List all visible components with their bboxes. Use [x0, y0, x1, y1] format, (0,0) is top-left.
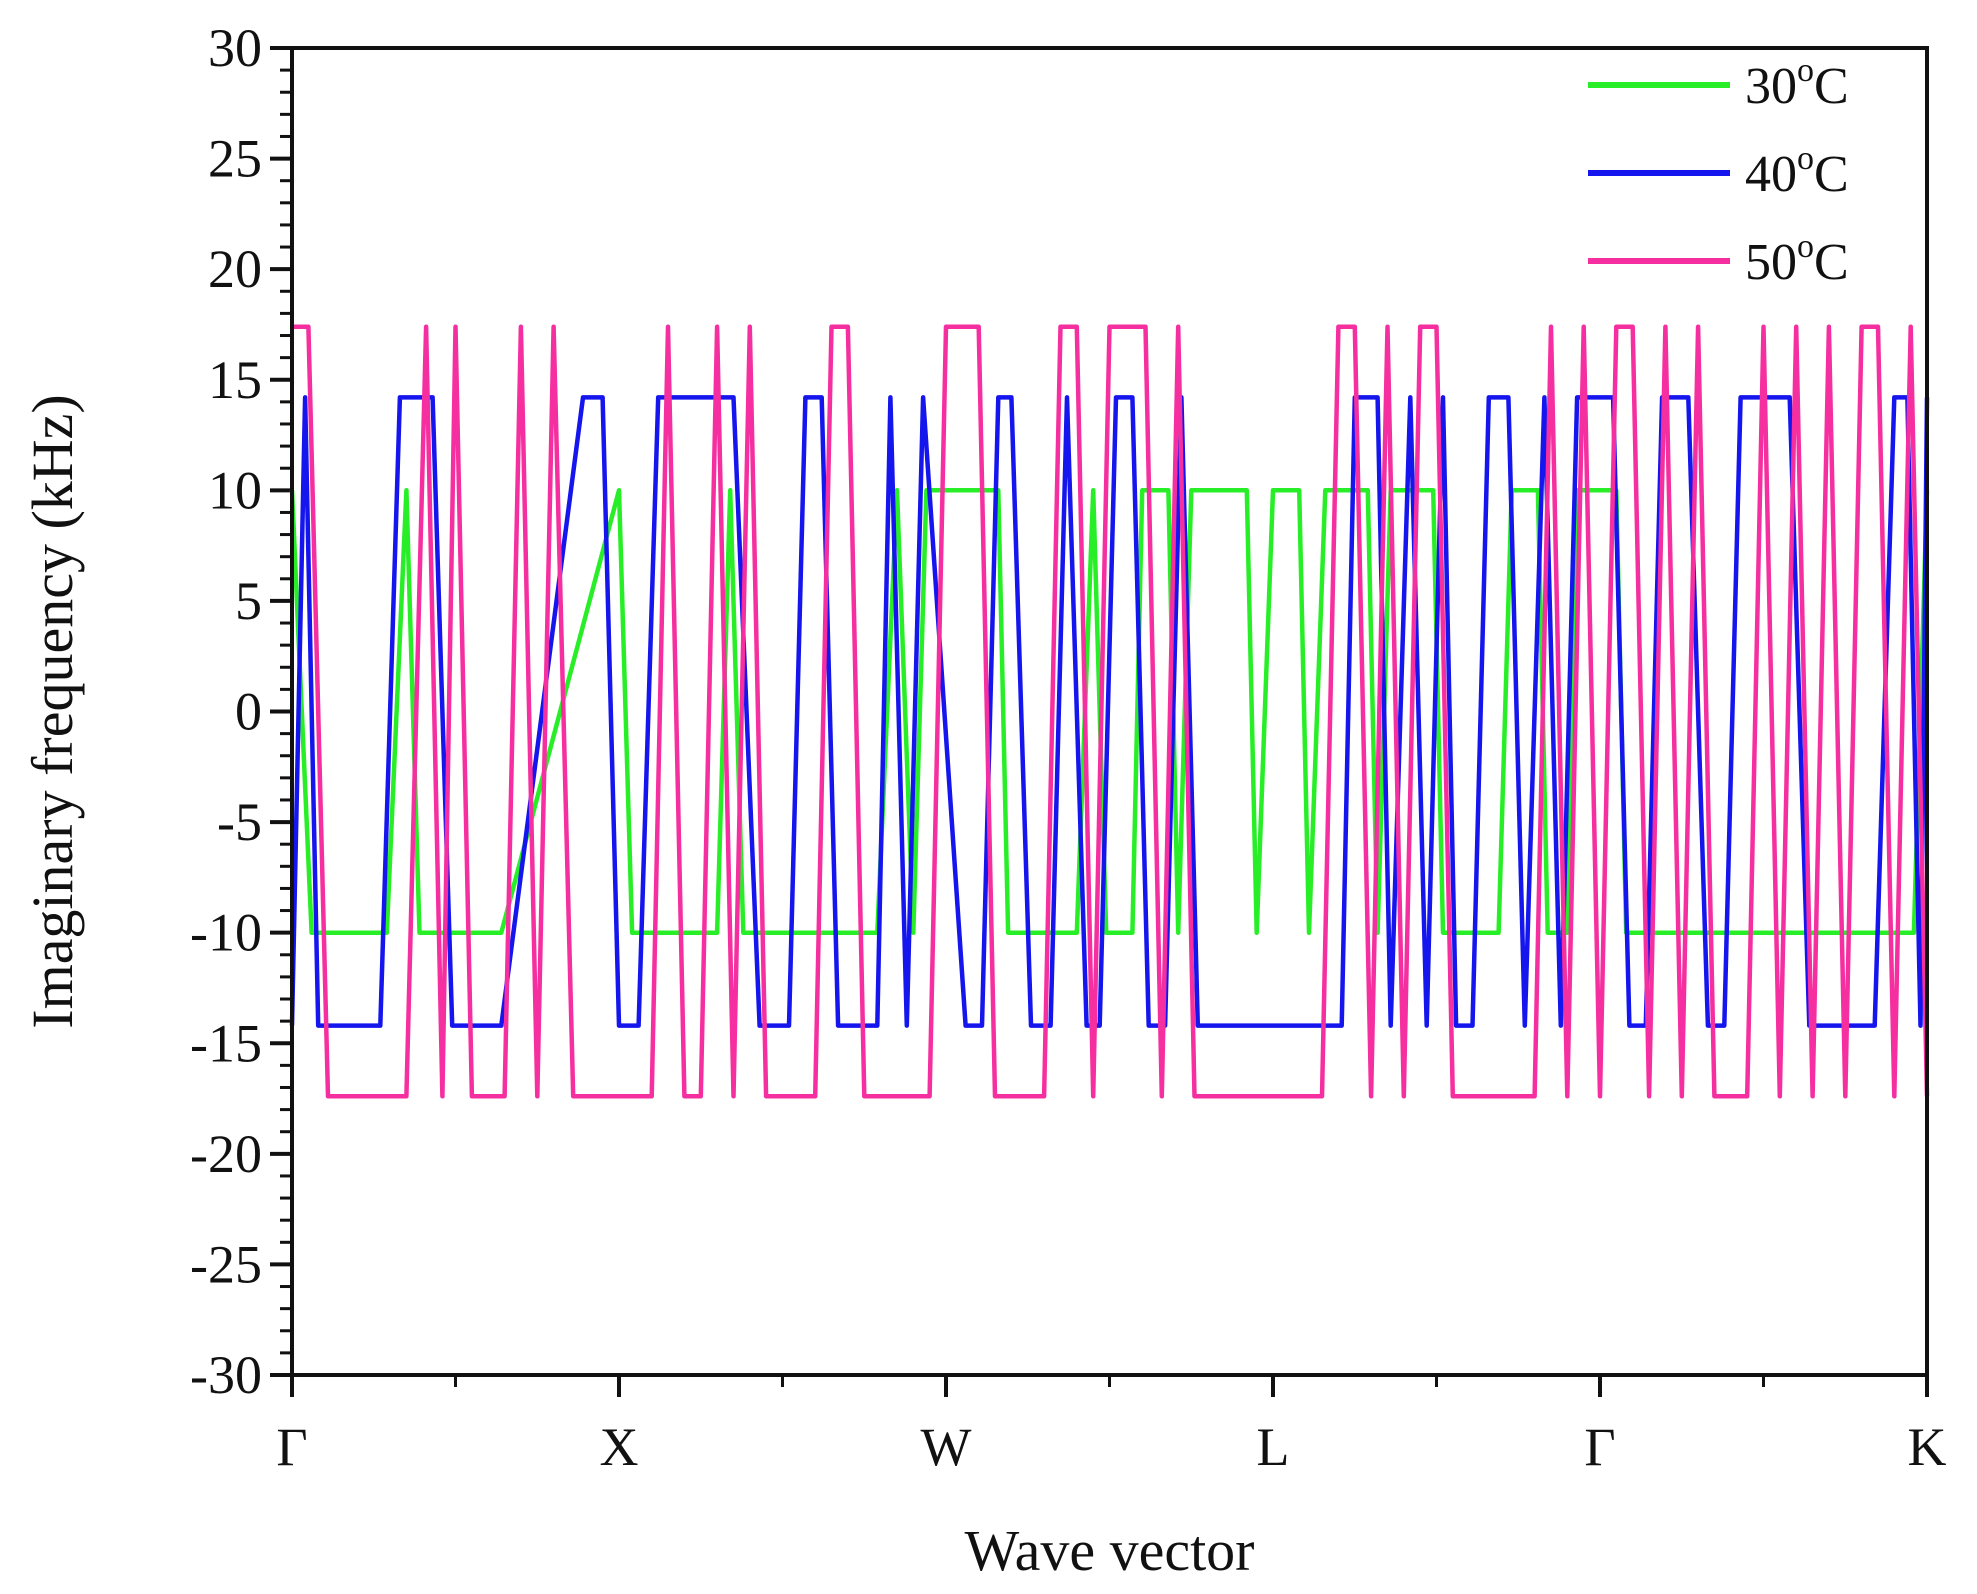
- legend-label-value: 50: [1745, 234, 1797, 291]
- legend-label-value: 40: [1745, 146, 1797, 203]
- legend-label-unit: C: [1814, 146, 1849, 203]
- legend-label-unit: C: [1814, 234, 1849, 291]
- x-tick-label: K: [1908, 1417, 1947, 1477]
- y-tick-label: 15: [208, 350, 262, 410]
- y-tick-label: 25: [208, 129, 262, 189]
- x-axis-title: Wave vector: [965, 1518, 1255, 1583]
- x-tick-label: Γ: [276, 1417, 307, 1477]
- x-tick-label: W: [921, 1417, 972, 1477]
- x-tick-label: Γ: [1584, 1417, 1615, 1477]
- y-tick-label: 0: [235, 682, 262, 742]
- series-layer: [289, 324, 1930, 1099]
- legend-label-degree: o: [1797, 228, 1814, 265]
- y-tick-label: -25: [190, 1234, 262, 1294]
- legend-label-50C: 50oC: [1745, 228, 1849, 291]
- series-line-50C: [292, 324, 1930, 1099]
- legend-label-40C: 40oC: [1745, 140, 1849, 203]
- legend-label-degree: o: [1797, 140, 1814, 177]
- y-tick-label: -10: [190, 903, 262, 963]
- legend-label-unit: C: [1814, 58, 1849, 115]
- series-line-40C: [289, 395, 1930, 1028]
- y-tick-label: 5: [235, 571, 262, 631]
- plot-frame: [290, 46, 1929, 1377]
- x-tick-label: L: [1257, 1417, 1290, 1477]
- legend-label-degree: o: [1797, 52, 1814, 89]
- y-tick-label: -30: [190, 1345, 262, 1405]
- y-tick-label: -15: [190, 1013, 262, 1073]
- x-tick-label: X: [600, 1417, 639, 1477]
- y-tick-label: 10: [208, 460, 262, 520]
- y-tick-label: -5: [217, 792, 262, 852]
- legend-label-value: 30: [1745, 58, 1797, 115]
- legend-label-30C: 30oC: [1745, 52, 1849, 115]
- y-tick-label: -20: [190, 1124, 262, 1184]
- y-tick-label: 20: [208, 239, 262, 299]
- y-axis-title: Imaginary frequency (kHz): [20, 394, 85, 1028]
- y-tick-label: 30: [208, 18, 262, 78]
